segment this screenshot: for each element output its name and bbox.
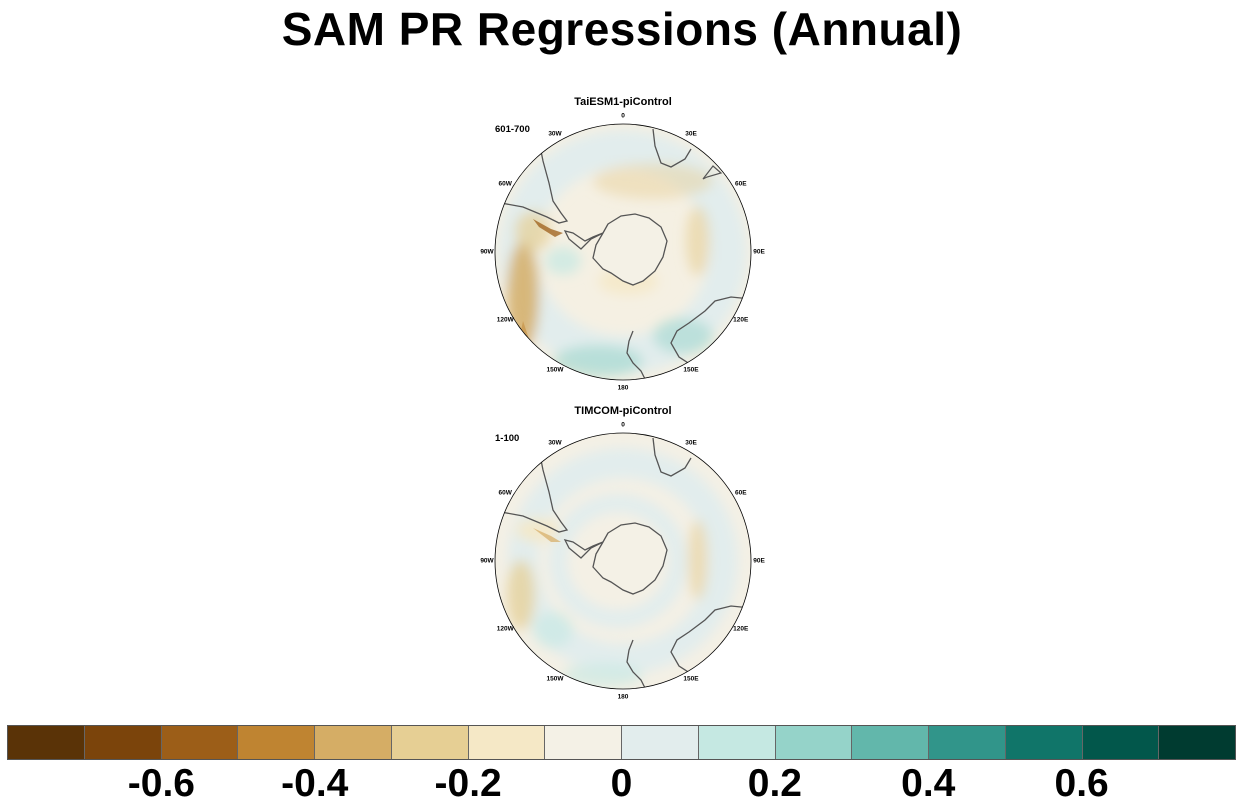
- colorbar: [7, 725, 1236, 760]
- figure-title: SAM PR Regressions (Annual): [281, 3, 963, 55]
- panel-1-lon-label: 30W: [548, 130, 562, 138]
- panel-1-lon-label: 90E: [753, 248, 765, 256]
- panel-1-lon-label: 150W: [546, 366, 564, 374]
- colorbar-swatch: [1082, 726, 1160, 759]
- panel-2-lon-label: 120W: [496, 625, 514, 633]
- panel-1-lon-label: 0: [621, 112, 625, 120]
- colorbar-swatch: [238, 726, 315, 759]
- panel-1-lon-label: 60W: [498, 180, 512, 188]
- panel-1-lon-label: 120W: [496, 316, 514, 324]
- colorbar-swatch: [84, 726, 162, 759]
- colorbar-swatch: [8, 726, 85, 759]
- panel-2-lon-label: 0: [621, 421, 625, 429]
- colorbar-tick-label: 0: [610, 762, 633, 805]
- panel-2-lon-label: 30E: [685, 439, 697, 447]
- panel-1-years: 601-700: [495, 124, 530, 135]
- panel-2-lon-label: 60E: [734, 489, 747, 497]
- panel-2-lon-label: 120E: [733, 625, 749, 633]
- panel-2-lon-label: 90W: [480, 557, 494, 565]
- colorbar-swatch: [775, 726, 853, 759]
- colorbar-swatch: [1159, 726, 1235, 759]
- colorbar-swatch: [852, 726, 929, 759]
- colorbar-tick-label: -0.2: [434, 762, 502, 805]
- panel-2-lon-label: 180: [617, 693, 629, 701]
- panel-2-years: 1-100: [495, 433, 520, 444]
- panel-2-lon-label: 150W: [546, 675, 564, 683]
- colorbar-swatch: [622, 726, 699, 759]
- panel-2-title: TIMCOM-piControl: [574, 405, 672, 417]
- colorbar-swatch: [698, 726, 776, 759]
- colorbar-swatch: [315, 726, 392, 759]
- colorbar-swatch: [929, 726, 1006, 759]
- panel-1-map: [494, 123, 752, 381]
- panel-1-lon-label: 180: [617, 384, 629, 392]
- panel-2-lon-label: 150E: [683, 675, 699, 683]
- colorbar-swatch: [545, 726, 622, 759]
- panel-1-lon-label: 90W: [480, 248, 494, 256]
- colorbar-swatch: [1005, 726, 1083, 759]
- panel-2-lon-label: 60W: [498, 489, 512, 497]
- panel-1-lon-label: 60E: [734, 180, 747, 188]
- panel-1-lon-label: 120E: [733, 316, 749, 324]
- panel-2-lon-label: 90E: [753, 557, 765, 565]
- panel-1-title: TaiESM1-piControl: [574, 96, 672, 108]
- colorbar-tick-label: 0.6: [1054, 762, 1109, 805]
- colorbar-swatch: [391, 726, 469, 759]
- panel-1-lon-label: 150E: [683, 366, 699, 374]
- colorbar-swatch: [161, 726, 239, 759]
- panel-1-lon-label: 30E: [685, 130, 697, 138]
- colorbar-tick-label: -0.4: [281, 762, 349, 805]
- colorbar-tick-label: 0.2: [747, 762, 802, 805]
- panel-2-lon-label: 30W: [548, 439, 562, 447]
- colorbar-tick-label: 0.4: [901, 762, 956, 805]
- colorbar-swatch: [468, 726, 546, 759]
- panel-2-map: [494, 432, 752, 690]
- colorbar-tick-label: -0.6: [127, 762, 195, 805]
